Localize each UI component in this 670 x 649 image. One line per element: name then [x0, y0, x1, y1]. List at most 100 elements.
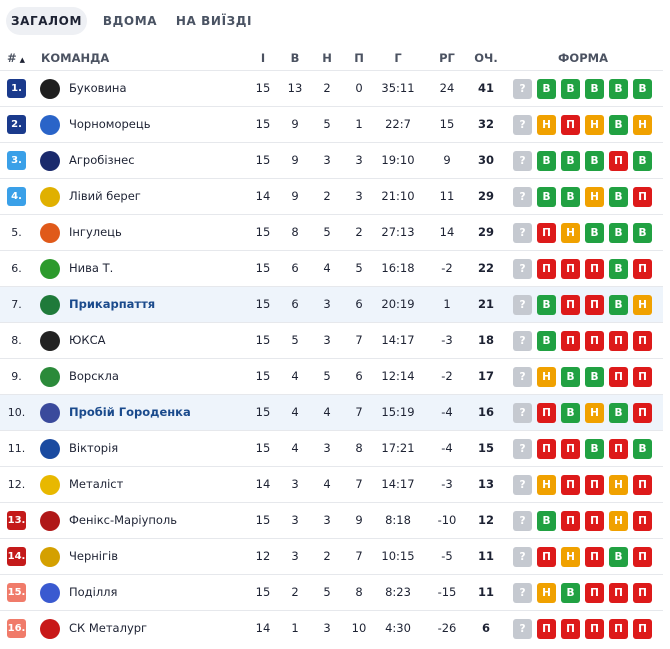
form-result[interactable]: П [609, 331, 628, 351]
team-name[interactable]: Фенікс-Маріуполь [69, 513, 178, 527]
probii-logo[interactable] [40, 403, 60, 423]
next-match-icon[interactable]: ? [513, 115, 532, 135]
yuksa-logo[interactable] [40, 331, 60, 351]
form-result[interactable]: П [585, 547, 604, 567]
form-result[interactable]: П [633, 511, 652, 531]
header-wins[interactable]: В [290, 51, 300, 65]
form-result[interactable]: П [561, 475, 580, 495]
viktoriia-logo[interactable] [40, 439, 60, 459]
table-row[interactable]: 11. Вікторія 15 4 3 8 17:21 -4 15? П П В П В [0, 430, 663, 466]
form-result[interactable]: П [633, 367, 652, 387]
form-result[interactable]: П [585, 583, 604, 603]
team-name[interactable]: ЮКСА [69, 333, 106, 347]
form-result[interactable]: В [561, 79, 580, 99]
form-result[interactable]: П [585, 295, 604, 315]
form-result[interactable]: П [561, 115, 580, 135]
form-result[interactable]: Н [537, 115, 556, 135]
livyi-bereh-logo[interactable] [40, 187, 60, 207]
form-result[interactable]: В [561, 151, 580, 171]
table-row[interactable]: 1. Буковина 15 13 2 0 35:11 24 41? В В В В В [0, 70, 663, 106]
form-result[interactable]: В [537, 187, 556, 207]
form-result[interactable]: П [633, 259, 652, 279]
table-row[interactable]: 10. Пробій Городенка 15 4 4 7 15:19 -4 16? П В Н В П [0, 394, 663, 430]
chornomorets-logo[interactable] [40, 115, 60, 135]
form-result[interactable]: В [561, 403, 580, 423]
table-row[interactable]: 2. Чорноморець 15 9 5 1 22:7 15 32? Н П Н В Н [0, 106, 663, 142]
form-result[interactable]: В [609, 295, 628, 315]
next-match-icon[interactable]: ? [513, 259, 532, 279]
team-name[interactable]: Чернігів [69, 549, 118, 563]
team-name[interactable]: Агробізнес [69, 153, 135, 167]
form-result[interactable]: Н [585, 403, 604, 423]
tab-away[interactable]: НА ВИЇЗДІ [175, 14, 253, 28]
form-result[interactable]: В [561, 367, 580, 387]
team-name[interactable]: Вікторія [69, 441, 119, 455]
form-result[interactable]: В [633, 223, 652, 243]
form-result[interactable]: В [609, 187, 628, 207]
table-row[interactable]: 7. Прикарпаття 15 6 3 6 20:19 1 21? В П П В Н [0, 286, 663, 322]
form-result[interactable]: В [633, 439, 652, 459]
team-name[interactable]: Інгулець [69, 225, 122, 239]
form-result[interactable]: П [585, 475, 604, 495]
table-row[interactable]: 12. Металіст 14 3 4 7 14:17 -3 13? Н П П Н П [0, 466, 663, 502]
team-name[interactable]: Металіст [69, 477, 124, 491]
next-match-icon[interactable]: ? [513, 367, 532, 387]
header-position[interactable]: # ▲ [7, 51, 26, 65]
form-result[interactable]: П [537, 403, 556, 423]
form-result[interactable]: В [633, 151, 652, 171]
form-result[interactable]: В [537, 511, 556, 531]
team-name[interactable]: СК Металург [69, 621, 148, 635]
form-result[interactable]: П [585, 619, 604, 639]
table-row[interactable]: 5. Інгулець 15 8 5 2 27:13 14 29? П Н В В В [0, 214, 663, 250]
form-result[interactable]: П [633, 331, 652, 351]
form-result[interactable]: П [561, 511, 580, 531]
form-result[interactable]: П [633, 583, 652, 603]
form-result[interactable]: В [537, 295, 556, 315]
team-name[interactable]: Поділля [69, 585, 118, 599]
metalurh-logo[interactable] [40, 619, 60, 639]
prykarpattia-logo[interactable] [40, 295, 60, 315]
form-result[interactable]: П [537, 259, 556, 279]
form-result[interactable]: П [609, 583, 628, 603]
form-result[interactable]: В [537, 331, 556, 351]
team-name[interactable]: Буковина [69, 81, 127, 95]
table-row[interactable]: 16. СК Металург 14 1 3 10 4:30 -26 6? П П П П П [0, 610, 663, 646]
inhulets-logo[interactable] [40, 223, 60, 243]
team-name[interactable]: Нива Т. [69, 261, 114, 275]
header-draws[interactable]: Н [322, 51, 332, 65]
nyva-logo[interactable] [40, 259, 60, 279]
form-result[interactable]: В [561, 187, 580, 207]
chernihiv-logo[interactable] [40, 547, 60, 567]
tab-overall[interactable]: ЗАГАЛОМ [6, 7, 87, 35]
form-result[interactable]: Н [537, 475, 556, 495]
form-result[interactable]: В [585, 367, 604, 387]
next-match-icon[interactable]: ? [513, 295, 532, 315]
tab-home[interactable]: ВДОМА [102, 14, 158, 28]
header-goal-diff[interactable]: РГ [439, 51, 455, 65]
form-result[interactable]: В [633, 79, 652, 99]
form-result[interactable]: Н [633, 115, 652, 135]
form-result[interactable]: П [537, 223, 556, 243]
form-result[interactable]: П [537, 619, 556, 639]
form-result[interactable]: В [609, 547, 628, 567]
next-match-icon[interactable]: ? [513, 223, 532, 243]
bukovyna-logo[interactable] [40, 79, 60, 99]
form-result[interactable]: П [537, 547, 556, 567]
form-result[interactable]: П [609, 439, 628, 459]
form-result[interactable]: Н [609, 511, 628, 531]
form-result[interactable]: П [633, 403, 652, 423]
form-result[interactable]: Н [585, 187, 604, 207]
team-name[interactable]: Чорноморець [69, 117, 151, 131]
table-row[interactable]: 6. Нива Т. 15 6 4 5 16:18 -2 22? П П П В П [0, 250, 663, 286]
next-match-icon[interactable]: ? [513, 187, 532, 207]
form-result[interactable]: П [561, 259, 580, 279]
team-name[interactable]: Лівий берег [69, 189, 141, 203]
form-result[interactable]: П [633, 475, 652, 495]
header-losses[interactable]: П [354, 51, 364, 65]
form-result[interactable]: В [561, 583, 580, 603]
sort-arrow-icon[interactable]: ▲ [19, 56, 26, 64]
next-match-icon[interactable]: ? [513, 619, 532, 639]
form-result[interactable]: П [633, 547, 652, 567]
agrobiznes-logo[interactable] [40, 151, 60, 171]
form-result[interactable]: П [561, 439, 580, 459]
